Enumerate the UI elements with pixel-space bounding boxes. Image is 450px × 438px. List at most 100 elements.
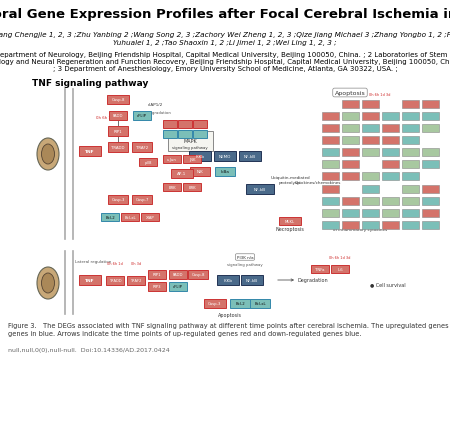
Bar <box>422 148 438 157</box>
Text: of inflammatory cytokines: of inflammatory cytokines <box>333 227 387 231</box>
Bar <box>342 209 359 218</box>
Text: XIAP: XIAP <box>146 215 154 219</box>
Text: Casp-7: Casp-7 <box>135 198 149 201</box>
Bar <box>382 173 399 180</box>
Bar <box>217 276 239 285</box>
Bar <box>382 222 399 230</box>
Bar <box>133 111 151 120</box>
Text: Lateral regulation: Lateral regulation <box>75 259 111 263</box>
Text: 0h 6h 1d 3d: 0h 6h 1d 3d <box>96 116 120 120</box>
Text: cFLIP: cFLIP <box>137 114 147 118</box>
Bar <box>169 270 187 279</box>
Text: FADD: FADD <box>113 114 123 118</box>
Bar <box>79 147 101 157</box>
Text: RIP1: RIP1 <box>114 130 122 134</box>
Text: Yuhualei 1, 2 ;Tao Shaoxin 1, 2 ;Li Jimei 1, 2 ;Wei Ling 1, 2, 3 ;: Yuhualei 1, 2 ;Tao Shaoxin 1, 2 ;Li Jime… <box>113 40 337 46</box>
Text: Figure 3.   The DEGs associated with TNF signaling pathway at different time poi: Figure 3. The DEGs associated with TNF s… <box>8 322 450 328</box>
Text: IL6: IL6 <box>337 267 343 272</box>
Bar <box>361 209 378 218</box>
Text: Casp-8: Casp-8 <box>111 98 125 102</box>
Bar <box>401 173 419 180</box>
Text: Casp-8: Casp-8 <box>191 272 205 276</box>
Bar <box>361 173 378 180</box>
Bar <box>250 299 270 308</box>
Text: TNF: TNF <box>85 279 95 283</box>
Text: Biology and Neural Regeneration and Function Recovery, Beijing Friendship Hospit: Biology and Neural Regeneration and Func… <box>0 59 450 65</box>
Bar <box>127 276 145 285</box>
Bar <box>190 167 210 176</box>
Text: NF-kB: NF-kB <box>244 155 256 159</box>
Bar <box>422 161 438 169</box>
Text: Degradation: Degradation <box>298 278 328 283</box>
Text: degradation: degradation <box>148 111 172 115</box>
Bar <box>108 127 128 137</box>
Text: signaling pathway: signaling pathway <box>172 146 208 150</box>
Text: AP-1: AP-1 <box>177 172 187 176</box>
Text: ERK: ERK <box>188 186 196 190</box>
Bar <box>361 113 378 121</box>
Bar <box>401 209 419 218</box>
Text: 1 Department of Neurology, Beijing Friendship Hospital, Capital Medical Universi: 1 Department of Neurology, Beijing Frien… <box>0 52 450 58</box>
Bar <box>321 137 338 145</box>
Text: TRADD: TRADD <box>111 146 125 150</box>
Bar <box>401 222 419 230</box>
Bar <box>230 299 250 308</box>
Bar <box>422 186 438 194</box>
Text: Temporal Gene Expression Profiles after Focal Cerebral Ischemia in Mice: Temporal Gene Expression Profiles after … <box>0 8 450 21</box>
Bar <box>361 222 378 230</box>
Text: 0h 6h 1d 3d: 0h 6h 1d 3d <box>329 255 351 259</box>
Bar <box>109 111 127 120</box>
Bar <box>163 155 181 164</box>
Bar <box>321 125 338 133</box>
Text: null,null,0(0),null-null.  Doi:10.14336/AD.2017.0424: null,null,0(0),null-null. Doi:10.14336/A… <box>8 347 170 352</box>
Bar <box>101 213 119 222</box>
Bar <box>321 222 338 230</box>
Bar <box>279 218 301 226</box>
Bar <box>321 161 338 169</box>
Bar <box>321 113 338 121</box>
Text: ERK: ERK <box>168 186 176 190</box>
Text: cFLIP: cFLIP <box>173 284 183 288</box>
Bar <box>331 265 349 273</box>
Text: JNK: JNK <box>189 158 195 162</box>
Bar <box>401 148 419 157</box>
Bar <box>311 265 329 273</box>
Bar <box>321 148 338 157</box>
Bar <box>342 148 359 157</box>
Bar <box>121 213 139 222</box>
Text: ; 3 Department of Anesthesiology, Emory University School of Medicine, Atlanta, : ; 3 Department of Anesthesiology, Emory … <box>53 66 397 72</box>
Bar <box>361 137 378 145</box>
Text: FADD: FADD <box>173 272 183 276</box>
Text: IkBa: IkBa <box>220 170 230 173</box>
Bar <box>141 213 159 222</box>
Bar <box>168 132 213 152</box>
Bar <box>401 198 419 205</box>
Text: Bcl-2: Bcl-2 <box>105 215 115 219</box>
Bar <box>163 121 177 129</box>
Bar <box>321 173 338 180</box>
Text: Zhang Chengjie 1, 2, 3 ;Zhu Yanbing 2 ;Wang Song 2, 3 ;Zachory Wei Zheng 1, 2, 3: Zhang Chengjie 1, 2, 3 ;Zhu Yanbing 2 ;W… <box>0 32 450 38</box>
Bar <box>361 148 378 157</box>
Bar <box>361 186 378 194</box>
Bar <box>342 198 359 205</box>
Text: TNFa: TNFa <box>315 267 325 272</box>
Bar <box>382 198 399 205</box>
Ellipse shape <box>37 139 59 171</box>
Text: Bcl-2: Bcl-2 <box>235 301 245 305</box>
Bar <box>422 209 438 218</box>
Ellipse shape <box>41 145 54 165</box>
Text: RIP1: RIP1 <box>153 272 161 276</box>
Text: TRAF2: TRAF2 <box>130 279 142 283</box>
Text: MLKL: MLKL <box>285 219 295 223</box>
Bar <box>342 113 359 121</box>
Text: PI3K n/a: PI3K n/a <box>237 255 253 259</box>
Bar <box>401 186 419 194</box>
Bar <box>401 101 419 109</box>
Text: TNF signaling pathway: TNF signaling pathway <box>32 79 148 88</box>
Bar <box>382 113 399 121</box>
Bar <box>215 167 235 176</box>
Text: TNF: TNF <box>85 150 95 154</box>
Bar <box>163 131 177 139</box>
Bar <box>132 143 152 153</box>
Bar <box>382 137 399 145</box>
